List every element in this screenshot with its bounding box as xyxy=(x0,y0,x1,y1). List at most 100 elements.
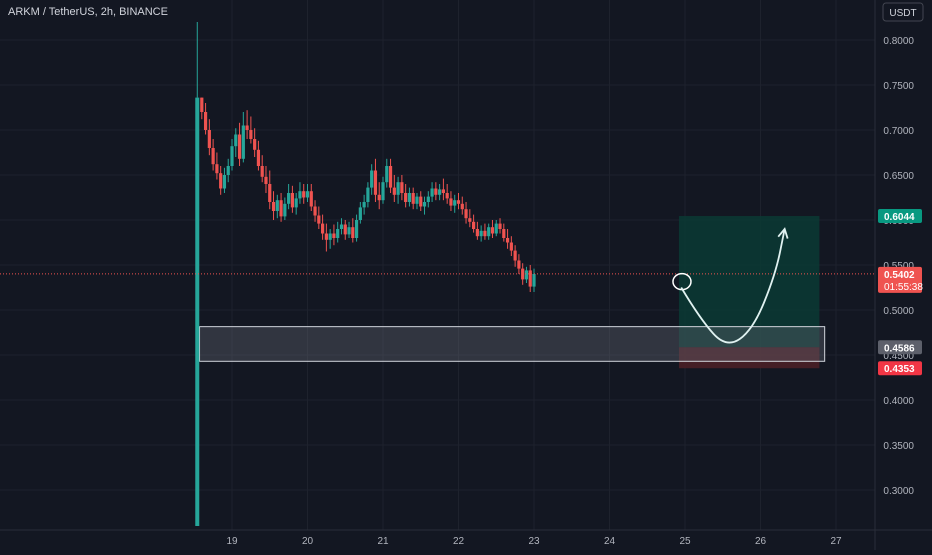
candle-body xyxy=(309,191,313,207)
candle-body xyxy=(351,227,355,238)
candle-body xyxy=(287,193,291,204)
countdown-label: 01:55:38 xyxy=(884,282,923,293)
currency-label: USDT xyxy=(889,8,916,19)
candle-body xyxy=(419,196,423,207)
y-tick-label: 0.8000 xyxy=(883,36,914,47)
svg-text:0.4586: 0.4586 xyxy=(884,343,915,354)
candle-body xyxy=(305,191,310,198)
candle-body xyxy=(324,233,328,240)
projection-arrow-path[interactable] xyxy=(680,228,786,344)
x-tick-label: 23 xyxy=(528,536,540,547)
candle-body xyxy=(241,125,245,159)
candle-body xyxy=(509,242,513,251)
candle-body xyxy=(328,233,332,240)
y-tick-label: 0.5000 xyxy=(883,306,914,317)
candle-body xyxy=(388,166,393,188)
candle-body xyxy=(513,250,517,261)
candle-body xyxy=(434,188,438,195)
candle-body xyxy=(400,182,404,193)
candle-body xyxy=(256,149,261,166)
y-tick-label: 0.3500 xyxy=(883,441,914,452)
candle-body xyxy=(502,229,506,238)
currency-button[interactable]: USDT xyxy=(882,2,924,22)
overlays xyxy=(0,227,875,344)
candle-body xyxy=(381,182,385,201)
candle-body xyxy=(441,189,445,193)
candle-body xyxy=(253,139,257,150)
candle-body xyxy=(456,200,461,204)
candle-body xyxy=(472,221,476,229)
candle-body xyxy=(494,223,498,234)
candle-body xyxy=(411,193,415,204)
candle-body xyxy=(392,187,396,195)
candle-body xyxy=(268,184,272,202)
candle-body xyxy=(483,230,487,237)
candle-body xyxy=(464,209,468,219)
candle-body xyxy=(226,166,230,175)
support-zone[interactable] xyxy=(199,326,826,362)
svg-text:0.4353: 0.4353 xyxy=(884,364,915,375)
y-tick-label: 0.4000 xyxy=(883,396,914,407)
symbol-title[interactable]: ARKM / TetherUS, 2h, BINANCE xyxy=(8,6,168,18)
candle-body xyxy=(294,198,298,208)
target-zone[interactable] xyxy=(678,216,820,348)
x-tick-label: 25 xyxy=(679,536,691,547)
candle-body xyxy=(290,193,294,208)
candle-body xyxy=(332,233,336,238)
candle-body xyxy=(426,196,430,202)
candle-body xyxy=(358,207,362,220)
y-tick-label: 0.7000 xyxy=(883,126,914,137)
candle-body xyxy=(453,200,457,206)
candle-body xyxy=(215,164,219,174)
candle-body xyxy=(222,175,227,189)
candle-body xyxy=(245,125,249,130)
entry-price-badge: 0.4586 xyxy=(878,340,922,355)
candle-body xyxy=(336,229,340,238)
candle-body xyxy=(249,130,253,139)
candle-body xyxy=(203,112,208,130)
grid xyxy=(0,0,875,530)
candle-body xyxy=(370,170,374,188)
x-tick-label: 26 xyxy=(755,536,767,547)
x-tick-label: 20 xyxy=(302,536,314,547)
candle-body xyxy=(219,173,223,189)
candle-body xyxy=(524,270,529,280)
candle-body xyxy=(339,224,344,229)
y-tick-label: 0.7500 xyxy=(883,81,914,92)
candle-body xyxy=(468,218,472,222)
x-tick-label: 21 xyxy=(377,536,389,547)
candle-body xyxy=(498,223,502,229)
stop-zone[interactable] xyxy=(678,347,820,369)
candle-body xyxy=(475,229,479,237)
candle-body xyxy=(490,227,495,234)
candle-body xyxy=(260,166,264,177)
candle-body xyxy=(211,148,215,165)
candle-body xyxy=(347,227,351,235)
candle-body xyxy=(321,223,325,234)
stop-price-badge: 0.4353 xyxy=(878,361,922,376)
candle-body xyxy=(234,134,238,147)
candle-body xyxy=(366,187,370,202)
candle-body xyxy=(460,203,464,210)
y-tick-label: 0.5500 xyxy=(883,261,914,272)
svg-text:0.6044: 0.6044 xyxy=(884,212,915,223)
x-tick-label: 22 xyxy=(453,536,465,547)
candle-body xyxy=(449,198,453,206)
candle-body xyxy=(279,200,283,217)
candle-listing xyxy=(195,97,200,526)
candle-body xyxy=(354,220,359,238)
candle-body xyxy=(396,182,400,195)
candle-body xyxy=(230,146,234,166)
candle-body xyxy=(275,200,279,211)
candle-body xyxy=(404,193,408,202)
candle-body xyxy=(302,191,306,198)
candle-body xyxy=(422,202,427,207)
target-price-badge: 0.6044 xyxy=(878,209,922,224)
candle-body xyxy=(362,202,366,208)
x-tick-label: 24 xyxy=(604,536,616,547)
drawing-zones xyxy=(199,216,826,369)
candle-body xyxy=(407,193,412,202)
